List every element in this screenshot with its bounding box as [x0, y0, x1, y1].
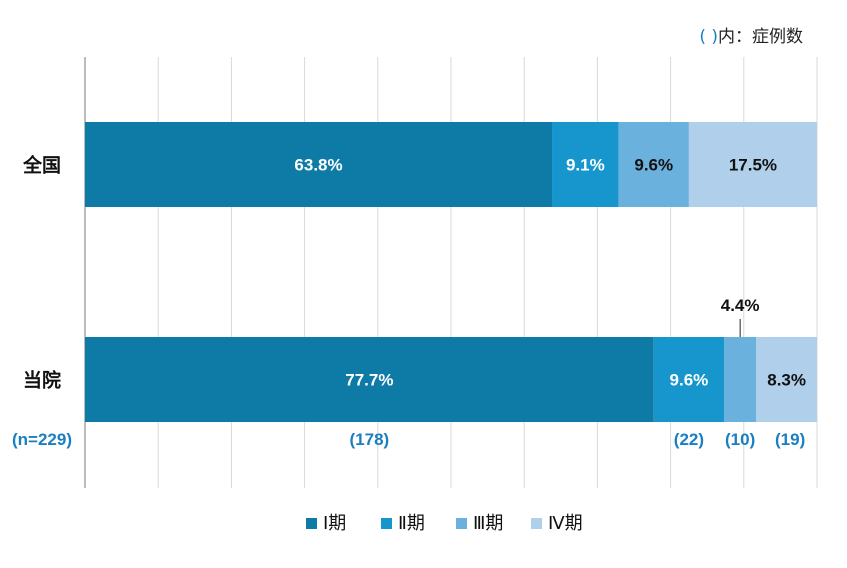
data-label: 4.4%	[721, 296, 760, 315]
bar-segment	[756, 337, 817, 422]
legend-label: Ⅱ期	[398, 513, 425, 534]
data-label: 9.6%	[634, 156, 673, 175]
data-label: 9.6%	[670, 371, 709, 390]
count-label: (22)	[674, 430, 704, 449]
data-label: 9.1%	[566, 156, 605, 175]
note-paren: ( )	[699, 27, 718, 47]
count-label: (10)	[725, 430, 755, 449]
bar-segment	[653, 337, 725, 422]
data-label: 77.7%	[345, 371, 393, 390]
bar-segment	[85, 122, 553, 207]
legend-swatch	[531, 518, 542, 529]
data-label: 8.3%	[767, 371, 806, 390]
bars	[85, 122, 817, 422]
count-note: ( )内：症例数	[699, 22, 803, 47]
legend-swatch	[306, 518, 317, 529]
category-label: 当院	[23, 369, 61, 392]
grid-lines	[157, 57, 818, 488]
data-label: 63.8%	[294, 156, 342, 175]
data-label: 17.5%	[729, 156, 777, 175]
data-labels: 63.8% 9.1% 9.6% 17.5% 77.7% 9.6% 4.4% 8.3%	[294, 156, 806, 390]
count-total: (n=229)	[12, 430, 72, 449]
bar-segment	[688, 122, 817, 207]
legend-label: Ⅳ期	[548, 513, 583, 534]
legend-label: Ⅰ期	[323, 513, 346, 534]
bar-segment	[724, 337, 757, 422]
bar-segment	[618, 122, 689, 207]
note-text: 内：症例数	[718, 27, 803, 47]
count-label: (178)	[350, 430, 390, 449]
legend-label: Ⅲ期	[473, 513, 503, 534]
legend: Ⅰ期 Ⅱ期 Ⅲ期 Ⅳ期	[306, 513, 583, 534]
bar-segment	[552, 122, 619, 207]
bar-segment	[85, 337, 654, 422]
legend-swatch	[381, 518, 392, 529]
count-labels: (n=229) (178) (22) (10) (19)	[12, 430, 805, 449]
count-label: (19)	[775, 430, 805, 449]
category-label: 全国	[22, 154, 61, 177]
legend-swatch	[456, 518, 467, 529]
